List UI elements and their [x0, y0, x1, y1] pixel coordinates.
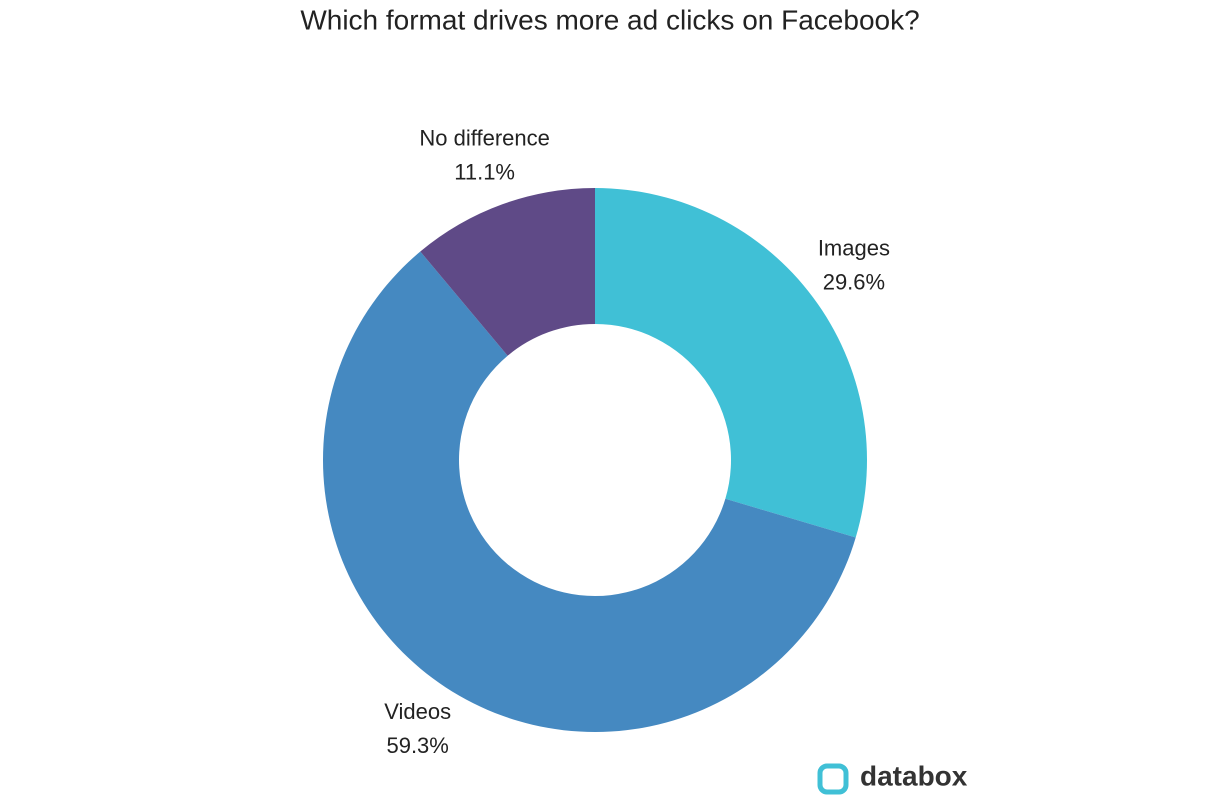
slice-label: Videos	[384, 699, 451, 724]
slice-label: Images	[818, 236, 890, 261]
donut-slice	[322, 251, 856, 732]
slice-label: No difference	[419, 125, 549, 150]
slice-value-label: 59.3%	[386, 733, 448, 758]
chart-title: Which format drives more ad clicks on Fa…	[300, 4, 919, 35]
logo-text: databox	[860, 760, 968, 791]
slice-value-label: 29.6%	[823, 270, 885, 295]
donut-slice	[420, 188, 595, 356]
logo-icon	[817, 763, 849, 795]
logo: databox	[817, 760, 968, 795]
slice-value-label: 11.1%	[454, 159, 515, 184]
donut-slice	[595, 188, 867, 538]
